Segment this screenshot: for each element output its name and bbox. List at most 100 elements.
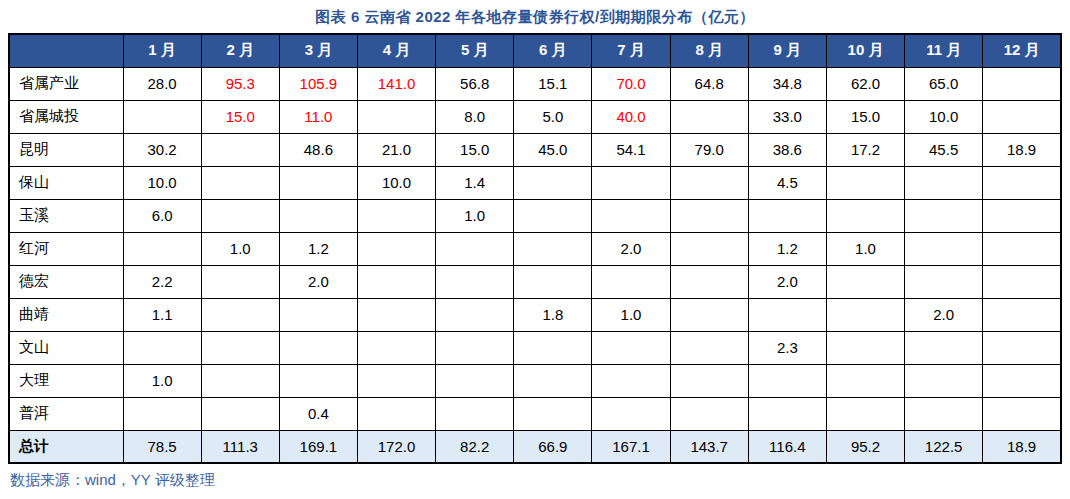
row-label: 昆明 [9, 133, 123, 166]
table-cell: 111.3 [201, 430, 279, 463]
table-cell: 82.2 [436, 430, 514, 463]
table-cell [279, 364, 357, 397]
table-cell: 116.4 [748, 430, 826, 463]
table-cell: 15.1 [514, 67, 592, 100]
table-cell [826, 265, 904, 298]
table-cell [279, 166, 357, 199]
table-cell [357, 232, 435, 265]
total-row: 总计78.5111.3169.1172.082.266.9167.1143.71… [9, 430, 1061, 463]
table-cell [670, 331, 748, 364]
table-cell [670, 199, 748, 232]
table-cell [201, 364, 279, 397]
column-header-month: 6 月 [514, 34, 592, 67]
row-label: 总计 [9, 430, 123, 463]
table-cell [357, 331, 435, 364]
column-header-month: 11 月 [905, 34, 983, 67]
row-label: 省属产业 [9, 67, 123, 100]
table-cell [514, 166, 592, 199]
table-cell [592, 364, 670, 397]
table-cell [514, 199, 592, 232]
table-cell [983, 265, 1061, 298]
table-cell: 62.0 [826, 67, 904, 100]
row-label: 曲靖 [9, 298, 123, 331]
table-cell [826, 298, 904, 331]
table-cell [514, 364, 592, 397]
table-cell: 10.0 [905, 100, 983, 133]
table-row: 省属城投15.011.08.05.040.033.015.010.0 [9, 100, 1061, 133]
table-cell [592, 166, 670, 199]
table-cell: 95.2 [826, 430, 904, 463]
table-cell: 15.0 [201, 100, 279, 133]
table-cell: 8.0 [436, 100, 514, 133]
table-cell [670, 100, 748, 133]
table-cell [201, 331, 279, 364]
table-row: 曲靖1.11.81.02.0 [9, 298, 1061, 331]
table-row: 保山10.010.01.44.5 [9, 166, 1061, 199]
table-cell [436, 364, 514, 397]
table-cell: 169.1 [279, 430, 357, 463]
table-row: 省属产业28.095.3105.9141.056.815.170.064.834… [9, 67, 1061, 100]
table-cell [670, 397, 748, 430]
table-cell: 45.5 [905, 133, 983, 166]
table-cell: 79.0 [670, 133, 748, 166]
table-cell: 40.0 [592, 100, 670, 133]
table-cell: 30.2 [123, 133, 201, 166]
table-row: 文山2.3 [9, 331, 1061, 364]
table-cell [670, 265, 748, 298]
column-header-month: 9 月 [748, 34, 826, 67]
table-cell [748, 199, 826, 232]
table-cell: 17.2 [826, 133, 904, 166]
column-header-month: 5 月 [436, 34, 514, 67]
table-cell: 167.1 [592, 430, 670, 463]
table-cell [983, 364, 1061, 397]
table-cell: 48.6 [279, 133, 357, 166]
row-label: 德宏 [9, 265, 123, 298]
table-cell: 1.8 [514, 298, 592, 331]
table-cell [279, 298, 357, 331]
table-cell [670, 166, 748, 199]
table-cell [826, 166, 904, 199]
table-cell: 1.0 [201, 232, 279, 265]
table-cell [436, 397, 514, 430]
table-cell: 10.0 [357, 166, 435, 199]
table-cell [592, 331, 670, 364]
table-cell [201, 298, 279, 331]
table-cell [514, 232, 592, 265]
table-cell [357, 298, 435, 331]
table-row: 红河1.01.22.01.21.0 [9, 232, 1061, 265]
table-row: 玉溪6.01.0 [9, 199, 1061, 232]
table-cell [123, 232, 201, 265]
table-cell: 15.0 [826, 100, 904, 133]
table-cell: 5.0 [514, 100, 592, 133]
chart-title: 图表 6 云南省 2022 年各地存量债券行权/到期期限分布（亿元） [0, 0, 1070, 33]
table-header: 1 月2 月3 月4 月5 月6 月7 月8 月9 月10 月11 月12 月 [9, 34, 1061, 67]
table-cell: 6.0 [123, 199, 201, 232]
table-cell [983, 67, 1061, 100]
table-cell [436, 265, 514, 298]
table-cell: 2.0 [748, 265, 826, 298]
table-cell: 1.0 [592, 298, 670, 331]
table-cell: 2.3 [748, 331, 826, 364]
table-cell [670, 298, 748, 331]
table-cell: 66.9 [514, 430, 592, 463]
table-cell [983, 199, 1061, 232]
table-cell [592, 265, 670, 298]
corner-cell [9, 34, 123, 67]
row-label: 大理 [9, 364, 123, 397]
table-cell [279, 331, 357, 364]
header-row: 1 月2 月3 月4 月5 月6 月7 月8 月9 月10 月11 月12 月 [9, 34, 1061, 67]
table-cell [201, 166, 279, 199]
table-cell [592, 397, 670, 430]
table-cell: 1.0 [826, 232, 904, 265]
table-cell: 64.8 [670, 67, 748, 100]
table-cell [826, 397, 904, 430]
row-label: 红河 [9, 232, 123, 265]
row-label: 保山 [9, 166, 123, 199]
table-cell [436, 331, 514, 364]
table-cell: 122.5 [905, 430, 983, 463]
bond-maturity-table: 1 月2 月3 月4 月5 月6 月7 月8 月9 月10 月11 月12 月 … [8, 33, 1062, 464]
table-cell [670, 364, 748, 397]
table-cell [748, 397, 826, 430]
table-cell: 38.6 [748, 133, 826, 166]
table-cell: 56.8 [436, 67, 514, 100]
